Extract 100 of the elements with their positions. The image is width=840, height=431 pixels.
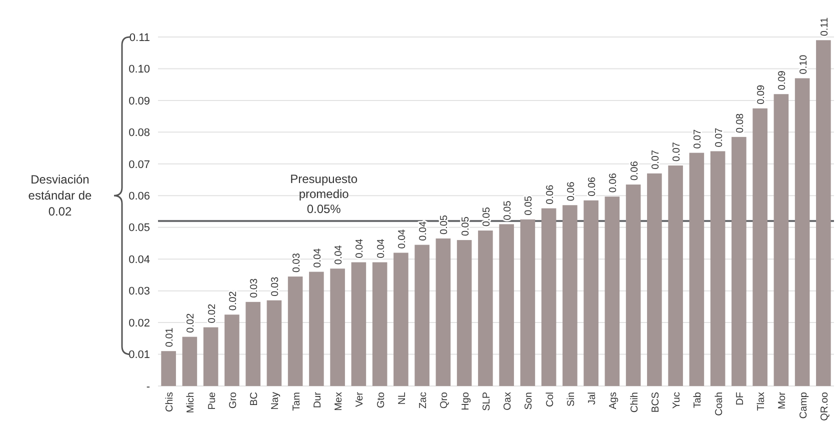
bar: [668, 165, 683, 386]
x-tick-label: Mor: [777, 391, 788, 410]
bar: [224, 314, 240, 386]
y-tick-label: 0.01: [128, 349, 150, 362]
bar: [604, 196, 620, 386]
y-tick-label: 0.08: [128, 127, 150, 140]
data-label: 0.05: [460, 216, 472, 236]
x-tick-label: BC: [249, 392, 260, 406]
bar: [182, 336, 198, 386]
data-label: 0.02: [228, 290, 239, 311]
y-tick-label: 0.04: [128, 254, 150, 266]
y-tick-label: 0.09: [128, 95, 150, 108]
data-label: 0.01: [164, 327, 176, 348]
x-tick-label: Pue: [206, 392, 218, 410]
data-label: 0.08: [734, 113, 746, 133]
x-tick-label: Col: [544, 392, 556, 408]
bar: [520, 219, 536, 386]
y-tick-label: 0.03: [128, 286, 150, 298]
x-tick-label: Ags: [608, 392, 620, 410]
data-label: 0.04: [396, 228, 408, 249]
data-label: 0.06: [608, 172, 620, 193]
data-label: 0.05: [481, 206, 492, 227]
x-tick-label: Nay: [270, 392, 282, 410]
y-tick-label: 0.06: [128, 190, 150, 202]
data-label: 0.07: [714, 127, 725, 148]
y-tick-label: -: [146, 380, 150, 393]
data-label: 0.07: [692, 128, 704, 149]
bar: [330, 268, 345, 386]
bar: [394, 252, 408, 386]
data-label: 0.03: [249, 278, 260, 298]
x-tick-label: Camp: [798, 392, 810, 419]
bar: [562, 205, 578, 386]
bar: [456, 240, 472, 386]
x-tick-label: Gto: [376, 392, 387, 408]
x-tick-label: Coah: [714, 392, 725, 416]
bar: [752, 108, 768, 386]
x-tick-label: Zac: [418, 392, 430, 409]
x-tick-label: QR.oo: [819, 392, 830, 421]
x-tick-label: Chih: [629, 392, 640, 413]
data-label: 0.04: [334, 244, 345, 265]
bar: [351, 262, 366, 386]
bar: [794, 78, 810, 386]
data-label: 0.02: [186, 312, 197, 333]
data-label: 0.05: [502, 200, 514, 220]
data-label: 0.04: [376, 238, 387, 258]
bar: [710, 151, 726, 386]
x-tick-label: BCS: [650, 392, 662, 413]
data-label: 0.06: [629, 160, 640, 181]
data-label: 0.03: [291, 252, 302, 273]
y-tick-label: 0.11: [129, 32, 150, 44]
bar: [816, 40, 831, 386]
bar: [161, 351, 176, 386]
data-label: 0.07: [650, 150, 662, 170]
bar: [436, 238, 451, 386]
data-label: 0.06: [587, 176, 598, 196]
bar: [309, 272, 324, 386]
bar: [626, 184, 641, 386]
data-label: 0.09: [777, 70, 788, 90]
y-tick-label: 0.02: [128, 317, 150, 330]
x-tick-label: Oax: [502, 392, 514, 410]
x-tick-label: DF: [734, 392, 746, 406]
data-label: 0.05: [524, 196, 535, 216]
x-tick-label: Jal: [587, 392, 598, 405]
y-tick-label: 0.10: [128, 64, 150, 76]
x-tick-label: Mich: [186, 392, 197, 414]
data-label: 0.11: [819, 17, 830, 36]
x-tick-label: Mex: [334, 392, 345, 411]
x-tick-label: Tlax: [756, 392, 768, 411]
bar: [541, 208, 556, 386]
bar: [266, 300, 282, 386]
bar: [203, 327, 218, 386]
text: Desviación estándar de 0.02: [28, 172, 92, 219]
data-label: 0.04: [354, 238, 366, 258]
bar: [774, 94, 789, 386]
bar: [584, 200, 598, 386]
data-label: 0.07: [672, 142, 683, 162]
x-tick-label: Yuc: [672, 392, 683, 409]
bar: [478, 230, 493, 386]
x-tick-label: Hgo: [460, 392, 472, 410]
x-tick-label: Son: [524, 392, 535, 410]
y-tick-label: 0.07: [128, 158, 150, 171]
data-label: 0.02: [206, 303, 218, 324]
data-label: 0.03: [270, 276, 282, 296]
x-tick-label: SLP: [481, 392, 492, 411]
bar: [246, 302, 260, 386]
x-tick-label: NL: [396, 392, 408, 405]
x-tick-label: Ver: [354, 391, 366, 408]
data-label: 0.06: [566, 181, 577, 202]
ref-line-label: Presupuesto promedio 0.05%: [290, 172, 358, 216]
y-tick-label: 0.05: [128, 222, 150, 234]
x-tick-label: Dur: [312, 391, 324, 408]
bar: [499, 224, 514, 386]
bar: [372, 262, 388, 386]
x-tick-label: Qro: [439, 392, 450, 409]
bar: [647, 173, 662, 386]
x-tick-label: Chis: [164, 392, 176, 412]
x-tick-label: Sin: [566, 392, 577, 406]
data-label: 0.09: [756, 84, 768, 104]
data-label: 0.05: [439, 214, 450, 234]
data-label: 0.06: [544, 184, 556, 204]
